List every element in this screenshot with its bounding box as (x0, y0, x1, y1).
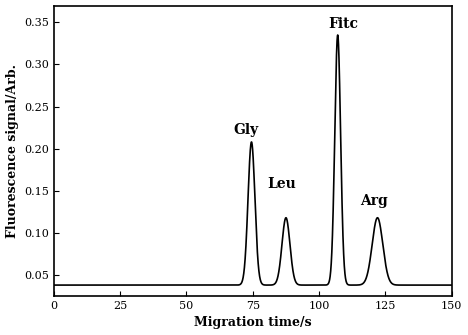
Y-axis label: Fluorescence signal/Arb.: Fluorescence signal/Arb. (6, 64, 19, 238)
Text: Arg: Arg (359, 194, 388, 208)
Text: Fitc: Fitc (328, 17, 358, 31)
X-axis label: Migration time/s: Migration time/s (194, 317, 312, 329)
Text: Leu: Leu (268, 177, 296, 191)
Text: Gly: Gly (234, 123, 259, 137)
